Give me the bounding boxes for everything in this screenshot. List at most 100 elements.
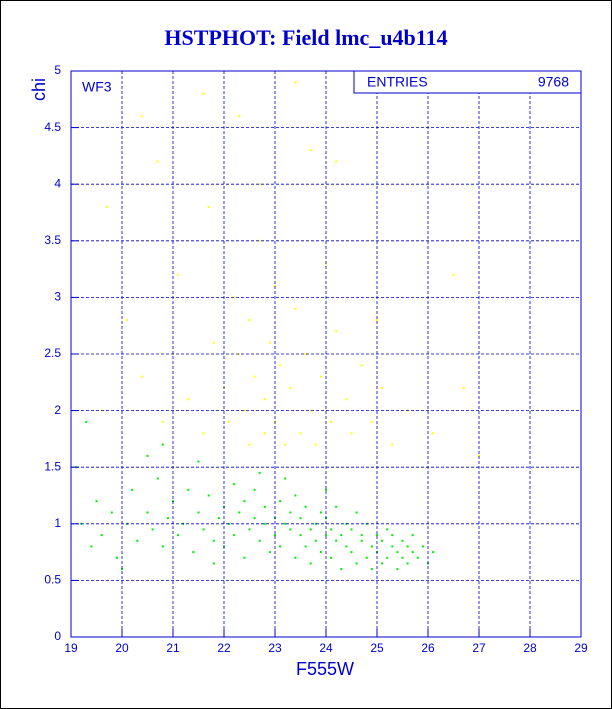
point [263,398,266,401]
point [212,562,215,565]
point [411,551,414,554]
point [202,528,205,531]
point [233,534,236,537]
point [365,556,368,559]
point [325,488,327,491]
point [350,528,353,531]
point [309,149,312,152]
point [309,562,312,565]
point [156,477,159,480]
point [314,443,317,446]
point [212,539,215,542]
point [126,319,129,322]
point [309,409,312,412]
point [432,551,435,554]
point [263,522,266,525]
point [289,511,292,514]
x-tick-label: 19 [64,641,78,655]
point [131,488,134,491]
point [294,494,297,497]
point [243,556,246,559]
point [233,296,236,299]
plot-frame [70,70,582,638]
point [376,534,378,537]
point [360,534,363,537]
point [228,420,231,423]
point [401,556,404,559]
point [192,551,195,554]
point [360,539,363,542]
point [335,160,338,163]
point [335,539,338,542]
point [340,534,343,537]
point [381,539,384,542]
stats-label: ENTRIES [367,74,428,90]
point [406,545,409,548]
point [381,562,384,565]
y-tick-label: 0 [54,629,61,643]
y-tick-label: 2 [54,403,61,417]
point [263,505,266,508]
point [161,420,164,423]
point [386,528,389,531]
point [161,545,164,548]
point [177,273,180,276]
point [299,517,302,520]
point [370,545,373,548]
point [299,432,302,435]
point [238,115,241,118]
point [319,551,322,554]
point [197,460,200,463]
point [238,353,241,355]
point [258,239,261,242]
point [452,273,455,276]
x-tick-label: 29 [574,641,588,655]
point [381,386,384,389]
y-tick-label: 1 [54,516,61,530]
y-tick-label: 3 [54,290,61,304]
point [141,115,144,118]
point [187,398,190,401]
point [401,539,404,542]
point [233,483,236,486]
point [248,528,251,531]
point [258,183,261,186]
point [350,551,353,554]
point [258,539,261,542]
point [202,92,205,95]
point [304,505,307,508]
x-tick-label: 21 [166,641,180,655]
point [391,443,394,446]
point [161,443,164,446]
point [330,420,333,423]
point [319,511,322,514]
point [151,528,154,531]
point [274,534,276,537]
point [462,386,465,389]
point [284,477,287,480]
point [335,330,338,333]
point [340,568,343,571]
point [121,568,123,571]
point [386,556,389,559]
point [376,319,378,322]
point [294,556,297,559]
point [406,562,409,565]
point [207,494,210,497]
point [268,551,271,554]
point [136,539,139,542]
point [304,545,307,548]
point [355,562,358,565]
point [411,534,414,537]
point [391,545,394,548]
point [253,488,256,491]
x-tick-label: 28 [523,641,537,655]
point [202,432,205,435]
x-tick-label: 20 [115,641,129,655]
point [238,511,241,514]
y-tick-label: 0.5 [44,573,61,587]
point [396,551,399,554]
point [90,545,93,548]
